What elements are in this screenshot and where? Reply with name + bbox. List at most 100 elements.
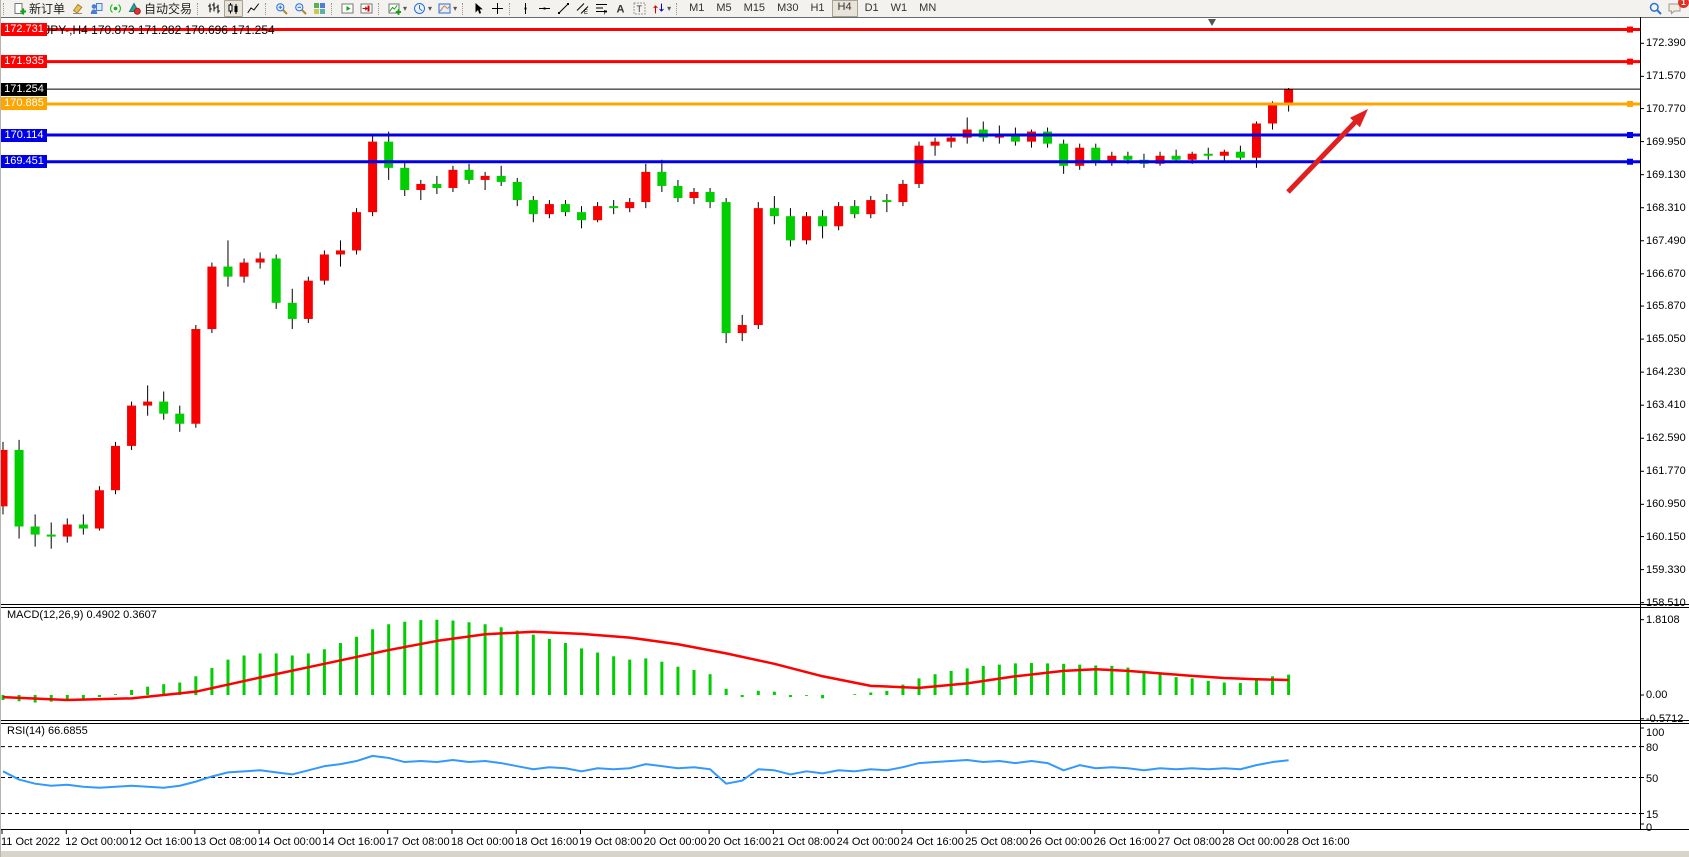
timeframe-mn-button[interactable]: MN bbox=[919, 2, 937, 14]
price-tick-label: 162.590 bbox=[1646, 432, 1686, 445]
svg-text:T: T bbox=[637, 4, 643, 14]
candle-up bbox=[143, 401, 153, 406]
candle-down bbox=[159, 401, 169, 414]
new-order-button-label: 新订单 bbox=[29, 2, 66, 16]
candle-down bbox=[496, 175, 506, 182]
zoom-out-icon bbox=[294, 2, 307, 15]
rsi-tick-label: 50 bbox=[1646, 772, 1659, 785]
trend-arrow-annotation[interactable] bbox=[1286, 113, 1364, 194]
timeframe-h1-button[interactable]: H1 bbox=[810, 2, 825, 14]
autotrade-button[interactable]: 自动交易 bbox=[126, 1, 194, 16]
timeframe-m30-button[interactable]: M30 bbox=[777, 2, 799, 14]
candle-down bbox=[30, 526, 40, 535]
candle-up bbox=[303, 280, 313, 319]
trend-arrow-head[interactable] bbox=[1350, 109, 1368, 128]
candlestick-button[interactable] bbox=[224, 0, 244, 17]
line-handle[interactable] bbox=[1627, 158, 1633, 165]
styler-button[interactable] bbox=[69, 1, 86, 16]
fibo-button[interactable]: F bbox=[593, 1, 610, 16]
indicators-button[interactable]: ▾ bbox=[386, 1, 409, 16]
market-watch-button[interactable] bbox=[88, 1, 105, 16]
periods-button[interactable]: ▾ bbox=[411, 1, 434, 16]
candle-down bbox=[673, 185, 683, 199]
line-handle[interactable] bbox=[1627, 58, 1633, 65]
cursor-button[interactable] bbox=[470, 1, 487, 16]
channel-button[interactable]: E bbox=[574, 1, 591, 16]
candle-down bbox=[657, 171, 667, 186]
candle-down bbox=[1203, 153, 1213, 156]
templates-button[interactable]: ▾ bbox=[436, 1, 459, 16]
candle-up bbox=[127, 405, 137, 446]
toolbar-grip bbox=[331, 2, 335, 15]
chevron-down-icon: ▾ bbox=[428, 4, 433, 13]
auto-scroll-button[interactable] bbox=[339, 1, 356, 16]
rsi-tick-label: 100 bbox=[1646, 727, 1665, 739]
channel-icon: E bbox=[576, 2, 589, 15]
price-tick-label: 167.490 bbox=[1646, 234, 1686, 247]
line-handle[interactable] bbox=[1627, 132, 1633, 139]
price-level-badge: 171.935 bbox=[1, 55, 47, 69]
price-tick-label: 165.870 bbox=[1646, 300, 1686, 313]
rsi-indicator-label: RSI(14) 66.6855 bbox=[7, 725, 88, 737]
line-handle[interactable] bbox=[1627, 26, 1633, 33]
label-button[interactable]: T bbox=[631, 1, 648, 16]
candle-up bbox=[930, 141, 940, 146]
zoom-out-button[interactable] bbox=[292, 1, 309, 16]
text-button[interactable]: A bbox=[612, 1, 629, 16]
timeframe-m1-button[interactable]: M1 bbox=[689, 2, 705, 14]
new-order-button[interactable]: 新订单 bbox=[11, 1, 67, 16]
label-icon: T bbox=[633, 2, 646, 15]
candle-up bbox=[753, 208, 763, 325]
timeframe-h4-button[interactable]: H4 bbox=[831, 0, 858, 17]
time-axis-label: 12 Oct 00:00 bbox=[65, 836, 129, 848]
candle-down bbox=[78, 524, 88, 529]
macd-indicator-label: MACD(12,26,9) 0.4902 0.3607 bbox=[7, 609, 157, 621]
window-bottom-edge bbox=[1, 851, 1689, 857]
timeframe-m5-button[interactable]: M5 bbox=[716, 2, 732, 14]
search-icon bbox=[1649, 2, 1662, 15]
candle-down bbox=[1235, 151, 1245, 158]
candle-down bbox=[175, 413, 185, 424]
candle-up bbox=[110, 445, 120, 491]
chart-shift-marker-icon[interactable] bbox=[1208, 19, 1216, 26]
price-tick-label: 163.410 bbox=[1646, 399, 1686, 412]
chart-shift-button[interactable] bbox=[358, 1, 375, 16]
tile-icon bbox=[313, 2, 326, 15]
candle-up bbox=[802, 216, 811, 241]
candle-down bbox=[560, 204, 570, 213]
time-axis-label: 28 Oct 00:00 bbox=[1222, 836, 1286, 848]
signals-button[interactable] bbox=[107, 1, 124, 16]
chart-title-text: GBPJPY-,H4 170.873 171.282 170.696 171.2… bbox=[18, 23, 275, 37]
candle-up bbox=[544, 204, 554, 215]
search-button[interactable] bbox=[1647, 1, 1664, 16]
candle-down bbox=[14, 449, 24, 527]
time-axis-label: 26 Oct 16:00 bbox=[1093, 836, 1157, 848]
line-chart-button[interactable] bbox=[245, 1, 262, 16]
shapes-button[interactable]: ▾ bbox=[650, 1, 673, 16]
crosshair-button[interactable] bbox=[489, 1, 506, 16]
candle-up bbox=[1284, 89, 1294, 105]
time-axis-label: 18 Oct 00:00 bbox=[450, 836, 514, 848]
line-handle[interactable] bbox=[1627, 100, 1633, 107]
candle-up bbox=[1187, 153, 1197, 160]
tile-windows-button[interactable] bbox=[311, 1, 328, 16]
trendline-button[interactable] bbox=[555, 1, 572, 16]
doc-plus-icon bbox=[13, 2, 26, 15]
toolbar-grip bbox=[197, 2, 201, 15]
shapes-icon bbox=[652, 2, 665, 15]
trendline-icon bbox=[557, 2, 570, 15]
timeframe-w1-button[interactable]: W1 bbox=[890, 2, 908, 14]
notifications-button[interactable]: 1 bbox=[1666, 0, 1689, 16]
time-axis-label: 24 Oct 16:00 bbox=[900, 836, 964, 848]
zoom-in-button[interactable] bbox=[273, 1, 290, 16]
hline-button[interactable] bbox=[536, 1, 553, 16]
vline-button[interactable] bbox=[517, 1, 534, 16]
candle-up bbox=[834, 206, 844, 227]
time-axis-label: 21 Oct 08:00 bbox=[772, 836, 836, 848]
timeframe-d1-button[interactable]: D1 bbox=[864, 2, 879, 14]
bar-chart-button[interactable] bbox=[205, 1, 222, 16]
timeframe-m15-button[interactable]: M15 bbox=[743, 2, 766, 14]
candle-up bbox=[946, 137, 956, 142]
candle-down bbox=[721, 202, 731, 334]
